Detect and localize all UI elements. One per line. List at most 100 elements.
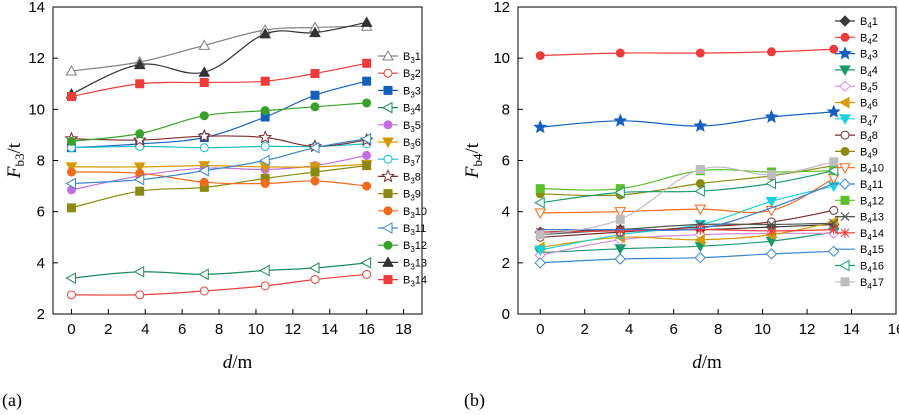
- data-point: [767, 220, 776, 229]
- legend-item: B39: [378, 189, 421, 203]
- data-point: [695, 224, 705, 235]
- data-point: [259, 154, 270, 167]
- legend-marker: [382, 49, 394, 61]
- series-B4-2: [535, 44, 839, 61]
- data-point: [534, 245, 547, 257]
- legend-marker: [839, 15, 851, 27]
- data-point: [765, 196, 778, 208]
- series-B3-14: [66, 58, 372, 102]
- legend-item: B415: [835, 244, 884, 258]
- series-line: [71, 171, 367, 187]
- legend-marker: [839, 178, 851, 190]
- data-point: [828, 245, 840, 258]
- data-point: [694, 204, 707, 216]
- data-point: [199, 286, 209, 296]
- legend-label: B47: [860, 114, 878, 128]
- data-point: [197, 128, 212, 143]
- y-tick-label: 6: [37, 204, 45, 221]
- legend-marker: [839, 80, 851, 92]
- legend-marker: [383, 120, 393, 130]
- data-point: [309, 26, 321, 38]
- legend-label: B41: [860, 16, 878, 30]
- y-axis-title: Fb4/t: [462, 142, 485, 179]
- data-point: [829, 205, 839, 215]
- data-point: [362, 269, 372, 279]
- x-tick-label: 0: [536, 321, 544, 338]
- y-tick-label: 4: [37, 255, 45, 272]
- series-B4-17: [535, 157, 839, 240]
- legend-item: B38: [378, 169, 421, 185]
- data-point: [534, 196, 545, 209]
- data-point: [829, 218, 839, 228]
- legend-item: B49: [835, 146, 878, 160]
- legend-label: B34: [403, 103, 421, 117]
- data-point: [308, 262, 320, 274]
- data-point: [259, 27, 272, 39]
- legend-marker: [383, 154, 393, 164]
- data-point: [310, 69, 320, 79]
- legend-item: B45: [835, 80, 878, 95]
- data-point: [535, 51, 545, 61]
- legend-label: B32: [403, 68, 421, 82]
- data-point: [614, 253, 626, 265]
- data-point: [360, 256, 372, 269]
- data-point: [260, 179, 270, 189]
- x-tick-label: 6: [669, 321, 677, 338]
- data-point: [362, 58, 372, 68]
- x-tick-label: 14: [321, 321, 338, 338]
- data-point: [829, 44, 839, 54]
- x-tick-label: 8: [714, 321, 722, 338]
- legend-marker: [381, 222, 393, 234]
- legend-marker: [383, 275, 393, 285]
- series-B3-13: [65, 16, 373, 99]
- x-tick-label: 0: [67, 321, 75, 338]
- legend-label: B312: [403, 240, 427, 254]
- y-tick-label: 4: [502, 204, 510, 221]
- data-point: [613, 113, 628, 127]
- legend-marker: [383, 189, 393, 199]
- legend-label: B48: [860, 130, 878, 144]
- legend-label: B49: [860, 146, 878, 160]
- data-point: [260, 281, 270, 291]
- data-point: [66, 203, 76, 213]
- legend-marker: [838, 46, 852, 60]
- data-point: [829, 224, 839, 235]
- legend-marker: [840, 32, 850, 42]
- data-point: [766, 170, 776, 180]
- legend-marker: [383, 85, 393, 95]
- legend-label: B46: [860, 98, 878, 112]
- data-point: [199, 143, 209, 153]
- y-tick-label: 14: [28, 0, 45, 16]
- legend-item: B416: [835, 259, 884, 275]
- series-line: [540, 182, 834, 231]
- legend-label: B417: [860, 277, 884, 291]
- y-tick-label: 10: [493, 50, 510, 67]
- data-point: [766, 47, 776, 57]
- legend-item: B43: [835, 46, 878, 63]
- legend-item: B314: [378, 275, 427, 289]
- chart-panel-1: 0 2 4 6 8 10 12 14 16 182468101214d/mFb3/t(a)B31B…: [2, 0, 427, 411]
- series-B3-2: [66, 269, 372, 300]
- y-tick-label: 2: [37, 306, 45, 323]
- legend-label: B43: [860, 49, 878, 63]
- legend-item: B31: [378, 49, 421, 65]
- legend-label: B314: [403, 275, 427, 289]
- x-tick-label: 16: [888, 321, 899, 338]
- legend-2: B41 B42 B43 B44 B45 B46 B47 B48 B49 B410 B411 B412 B…: [835, 15, 884, 291]
- series-B4-11: [534, 245, 840, 269]
- data-point: [135, 129, 145, 139]
- legend-label: B36: [403, 137, 421, 151]
- data-point: [260, 141, 270, 151]
- legend-item: B46: [835, 96, 878, 112]
- x-tick-label: 12: [285, 321, 302, 338]
- data-point: [362, 181, 372, 191]
- data-point: [765, 248, 778, 260]
- series-B4-5: [534, 227, 840, 261]
- legend-marker: [838, 96, 850, 109]
- series-B3-1: [65, 20, 373, 76]
- y-axis-title: Fb3/t: [4, 142, 27, 179]
- x-tick-label: 16: [358, 321, 375, 338]
- legend-1: B31 B32 B33 B34 B35 B36 B37 B38 B39 B310 B311 B312 B…: [378, 49, 427, 289]
- series-B4-15: [540, 182, 834, 231]
- data-point: [310, 102, 320, 112]
